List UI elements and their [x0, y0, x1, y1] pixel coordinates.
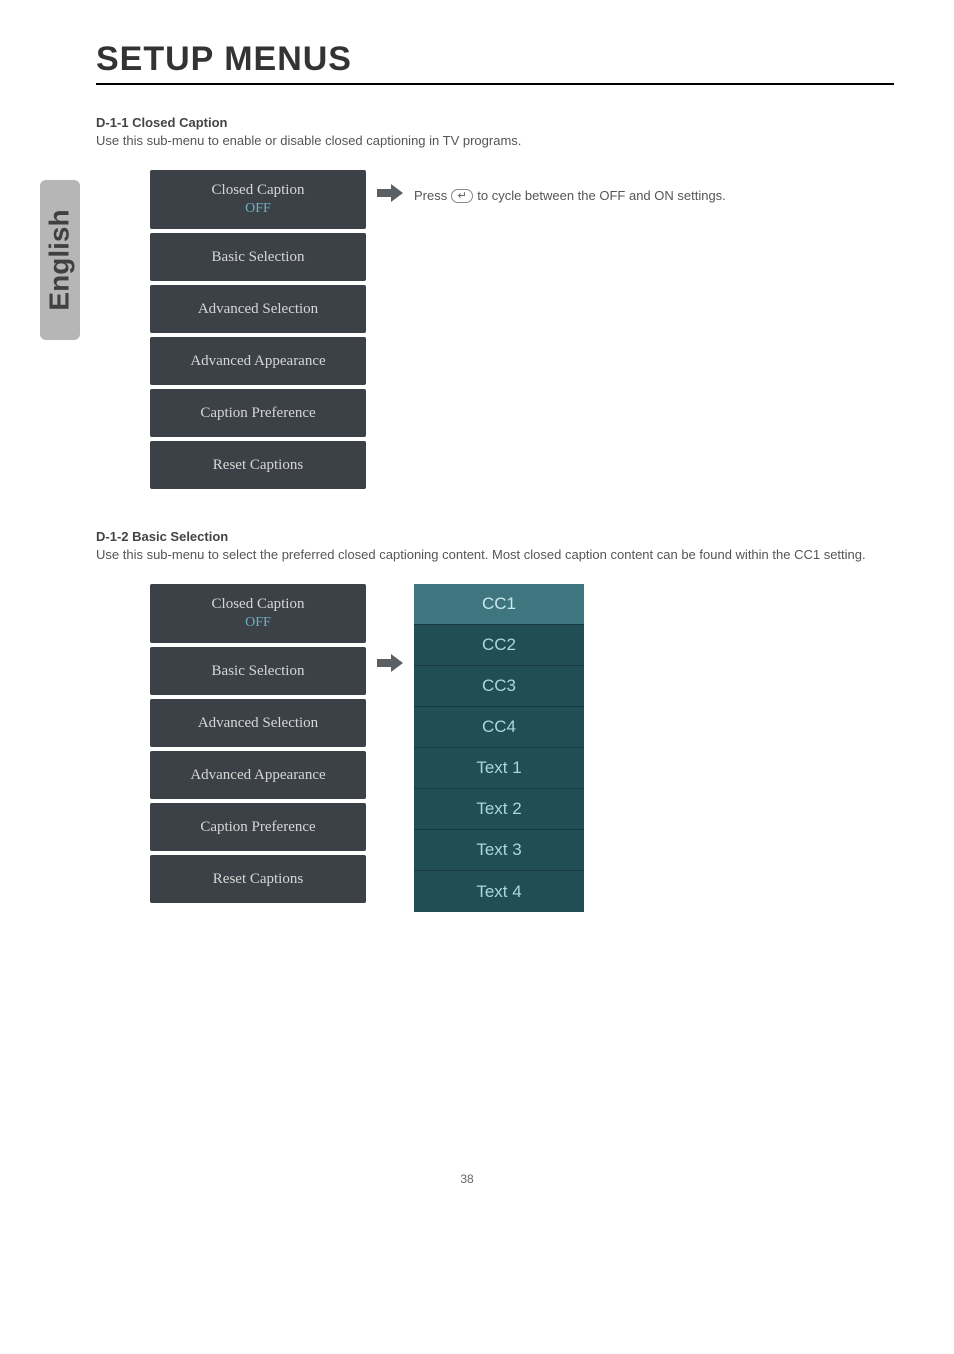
section-d-1-2: D-1-2 Basic Selection Use this sub-menu … — [40, 529, 894, 912]
menu-item-reset-captions[interactable]: Reset Captions — [150, 441, 366, 489]
menu-item-basic-selection[interactable]: Basic Selection — [150, 233, 366, 281]
menu-item-closed-caption[interactable]: Closed Caption OFF — [150, 170, 366, 229]
menu-value: OFF — [154, 201, 362, 217]
menu-item-caption-preference[interactable]: Caption Preference — [150, 803, 366, 851]
section-d-1-1: D-1-1 Closed Caption Use this sub-menu t… — [40, 115, 894, 489]
menu-item-reset-captions[interactable]: Reset Captions — [150, 855, 366, 903]
menu-item-advanced-selection[interactable]: Advanced Selection — [150, 285, 366, 333]
menu-item-closed-caption[interactable]: Closed Caption OFF — [150, 584, 366, 643]
page-number: 38 — [40, 1172, 894, 1186]
language-label: English — [44, 210, 76, 311]
menu-item-advanced-appearance[interactable]: Advanced Appearance — [150, 337, 366, 385]
section-description: Use this sub-menu to select the preferre… — [96, 546, 894, 564]
submenu-option-text3[interactable]: Text 3 — [414, 830, 584, 871]
submenu-option-text2[interactable]: Text 2 — [414, 789, 584, 830]
page-title: SETUP MENUS — [96, 40, 894, 85]
menu-item-caption-preference[interactable]: Caption Preference — [150, 389, 366, 437]
instruction-text: Press ↵ to cycle between the OFF and ON … — [414, 170, 726, 203]
instruction-pre: Press — [414, 188, 447, 203]
menu-label: Closed Caption — [154, 182, 362, 199]
language-tab: English — [40, 180, 80, 340]
menu-value: OFF — [154, 615, 362, 631]
instruction-post: to cycle between the OFF and ON settings… — [477, 188, 726, 203]
closed-caption-menu: Closed Caption OFF Basic Selection Advan… — [150, 170, 366, 489]
menu-item-advanced-appearance[interactable]: Advanced Appearance — [150, 751, 366, 799]
menu-item-basic-selection[interactable]: Basic Selection — [150, 647, 366, 695]
enter-key-icon: ↵ — [451, 189, 473, 203]
submenu-option-cc1[interactable]: CC1 — [414, 584, 584, 625]
basic-selection-submenu: CC1 CC2 CC3 CC4 Text 1 Text 2 Text 3 Tex… — [414, 584, 584, 912]
section-heading: D-1-1 Closed Caption — [96, 115, 894, 130]
arrow-right-icon — [376, 170, 404, 202]
menu-item-advanced-selection[interactable]: Advanced Selection — [150, 699, 366, 747]
submenu-option-cc4[interactable]: CC4 — [414, 707, 584, 748]
closed-caption-menu: Closed Caption OFF Basic Selection Advan… — [150, 584, 366, 903]
section-description: Use this sub-menu to enable or disable c… — [96, 132, 894, 150]
section-heading: D-1-2 Basic Selection — [96, 529, 894, 544]
submenu-option-text1[interactable]: Text 1 — [414, 748, 584, 789]
arrow-right-icon — [376, 584, 404, 672]
submenu-option-text4[interactable]: Text 4 — [414, 871, 584, 912]
menu-label: Closed Caption — [154, 596, 362, 613]
submenu-option-cc2[interactable]: CC2 — [414, 625, 584, 666]
submenu-option-cc3[interactable]: CC3 — [414, 666, 584, 707]
